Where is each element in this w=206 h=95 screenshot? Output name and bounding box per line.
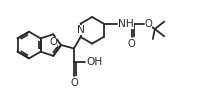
Text: O: O [49,37,57,47]
Text: OH: OH [86,57,102,67]
Text: O: O [70,78,77,88]
Text: O: O [144,19,152,29]
Text: O: O [127,39,135,49]
Text: NH: NH [117,19,133,29]
Text: N: N [76,25,84,35]
